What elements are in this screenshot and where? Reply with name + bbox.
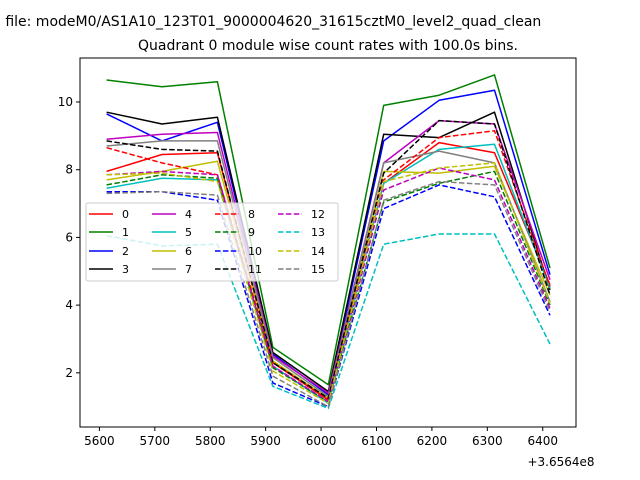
legend-label-9: 9	[248, 226, 255, 239]
series-line-4	[106, 119, 551, 394]
legend-label-1: 1	[122, 226, 129, 239]
series-line-1	[106, 74, 551, 386]
y-tick-label: 8	[65, 163, 73, 177]
x-tick-label: 6200	[417, 434, 448, 448]
x-tick-label: 5700	[140, 434, 171, 448]
legend-label-7: 7	[185, 263, 192, 276]
legend-label-8: 8	[248, 208, 255, 221]
y-tick-label: 2	[65, 366, 73, 380]
x-tick-label: 6300	[472, 434, 503, 448]
y-tick-label: 10	[58, 95, 73, 109]
legend-label-5: 5	[185, 226, 192, 239]
series-line-14	[106, 162, 551, 405]
legend-label-0: 0	[122, 208, 129, 221]
y-axis: 2 4 6 8 10	[58, 95, 80, 380]
series-line-15	[106, 180, 551, 408]
x-offset-label: +3.6564e8	[527, 455, 594, 469]
x-tick-label: 5800	[195, 434, 226, 448]
chart-title: Quadrant 0 module wise count rates with …	[138, 38, 518, 54]
legend-label-12: 12	[311, 208, 325, 221]
legend-label-11: 11	[248, 263, 262, 276]
x-tick-label: 6000	[306, 434, 337, 448]
series-line-11	[106, 119, 551, 399]
plot-frame	[79, 57, 577, 428]
legend-label-3: 3	[122, 263, 129, 276]
legend-label-6: 6	[185, 245, 192, 258]
legend-label-10: 10	[248, 245, 262, 258]
legend-box	[85, 202, 339, 282]
series-layer	[106, 74, 551, 410]
series-line-10	[106, 184, 551, 408]
figure-suptitle: n file: modeM0/AS1A10_123T01_9000004620_…	[0, 14, 541, 30]
x-tick-label: 6100	[361, 434, 392, 448]
legend-label-13: 13	[311, 226, 325, 239]
x-tick-label: 6400	[527, 434, 558, 448]
x-axis: 5600 5700 5800 5900 6000 6100 6200 6300 6400	[84, 427, 558, 448]
x-tick-label: 5900	[250, 434, 281, 448]
legend-label-2: 2	[122, 245, 129, 258]
x-tick-label: 5600	[84, 434, 115, 448]
legend-label-15: 15	[311, 263, 325, 276]
y-tick-label: 6	[65, 230, 73, 244]
y-tick-label: 4	[65, 298, 73, 312]
legend-label-14: 14	[311, 245, 325, 258]
legend-label-4: 4	[185, 208, 192, 221]
